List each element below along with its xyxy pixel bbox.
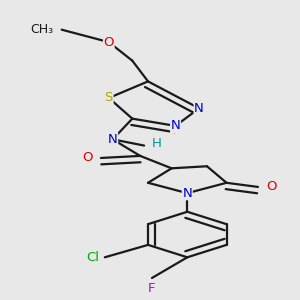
Text: N: N [194,102,204,115]
Text: Cl: Cl [86,251,99,264]
Text: H: H [152,137,162,150]
Text: O: O [103,36,114,49]
Text: N: N [108,133,118,146]
Text: S: S [105,92,113,104]
Text: N: N [171,119,180,132]
Text: N: N [182,187,192,200]
Text: O: O [82,152,93,164]
Text: F: F [148,282,156,295]
Text: CH₃: CH₃ [31,23,54,36]
Text: O: O [266,180,276,194]
